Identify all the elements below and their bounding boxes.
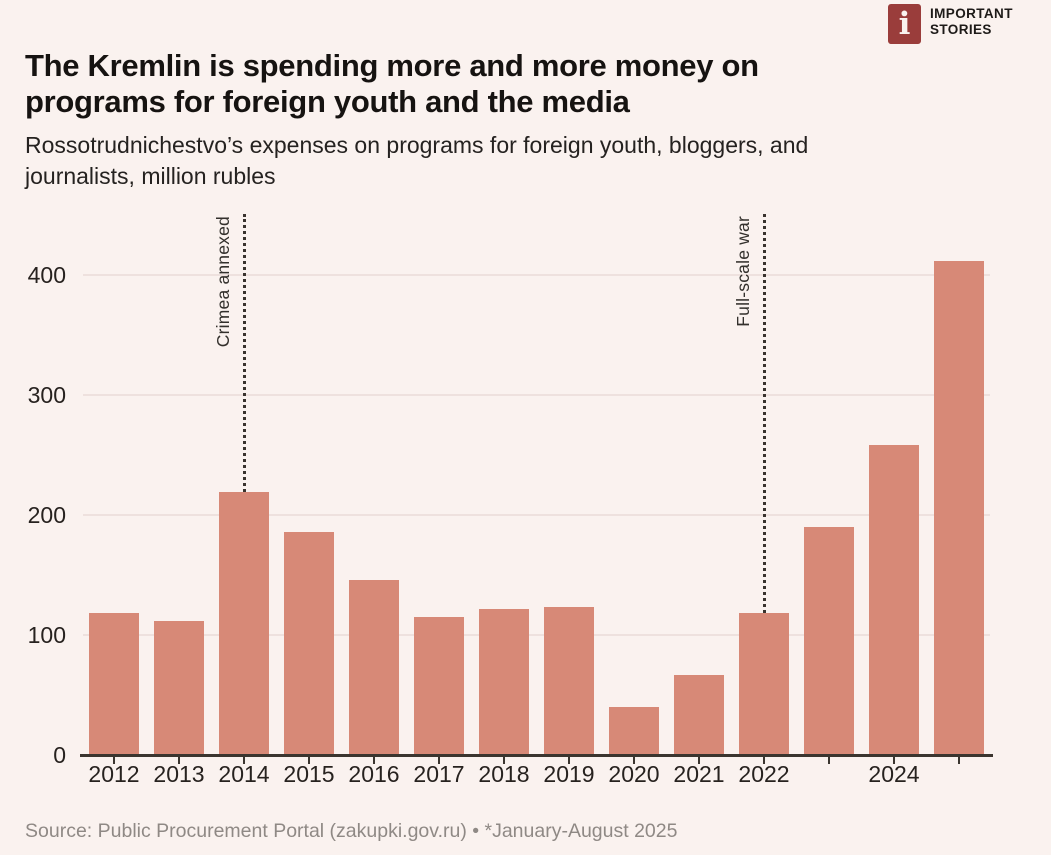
x-tick-2020 — [633, 756, 635, 764]
y-tick-label-400: 400 — [27, 262, 66, 288]
x-tick-label-2017: 2017 — [413, 761, 465, 787]
x-tick-2017 — [438, 756, 440, 764]
x-tick-label-2022: 2022 — [738, 761, 790, 787]
x-tick-2023 — [828, 756, 830, 764]
gridline-400 — [83, 274, 990, 276]
bar-2021 — [674, 674, 724, 755]
chart-title-line-1: The Kremlin is spending more and more mo… — [25, 48, 759, 83]
bar-2018 — [479, 608, 529, 755]
chart-title-line-2: programs for foreign youth and the media — [25, 84, 630, 119]
bar-2017 — [414, 617, 464, 755]
bar-2015 — [284, 531, 334, 755]
bar-2019 — [544, 607, 594, 755]
chart-subtitle: Rossotrudnichestvo’s expenses on program… — [25, 130, 808, 192]
x-tick-2014 — [243, 756, 245, 764]
bar-2014 — [219, 492, 269, 755]
bar-2012 — [89, 613, 139, 755]
x-tick-label-2015: 2015 — [283, 761, 335, 787]
chart-subtitle-line-2: journalists, million rubles — [25, 163, 276, 189]
logo-wordmark: IMPORTANT STORIES — [930, 4, 1013, 38]
chart-title: The Kremlin is spending more and more mo… — [25, 48, 759, 120]
gridline-100 — [83, 634, 990, 636]
annotation-line-2022 — [762, 214, 766, 614]
x-tick-label-2019: 2019 — [543, 761, 595, 787]
x-tick-2013 — [178, 756, 180, 764]
bar-2013 — [154, 620, 204, 755]
x-tick-2015 — [308, 756, 310, 764]
x-tick-2025 — [958, 756, 960, 764]
annotation-label-2022: Full-scale war — [733, 216, 753, 327]
y-tick-label-200: 200 — [27, 502, 66, 528]
x-tick-2016 — [373, 756, 375, 764]
gridline-200 — [83, 514, 990, 516]
important-stories-icon: i — [888, 4, 921, 44]
bar-2022 — [739, 613, 789, 755]
x-tick-label-2012: 2012 — [88, 761, 140, 787]
important-stories-logo: i IMPORTANT STORIES — [888, 4, 1013, 44]
chart-subtitle-line-1: Rossotrudnichestvo’s expenses on program… — [25, 132, 809, 158]
logo-i-glyph: i — [898, 5, 911, 42]
y-tick-label-300: 300 — [27, 382, 66, 408]
x-tick-2022 — [763, 756, 765, 764]
x-tick-2018 — [503, 756, 505, 764]
source-note: Source: Public Procurement Portal (zakup… — [25, 820, 678, 842]
x-tick-label-2014: 2014 — [218, 761, 270, 787]
logo-line-1: IMPORTANT — [930, 6, 1013, 21]
x-tick-label-2013: 2013 — [153, 761, 205, 787]
annotation-label-2014: Crimea annexed — [213, 216, 233, 348]
x-tick-2012 — [113, 756, 115, 764]
y-tick-label-100: 100 — [27, 622, 66, 648]
x-tick-label-2018: 2018 — [478, 761, 530, 787]
x-tick-2019 — [568, 756, 570, 764]
bar-2023 — [804, 527, 854, 755]
bar-2016 — [349, 579, 399, 755]
x-tick-label-2016: 2016 — [348, 761, 400, 787]
bar-2025 — [934, 260, 984, 755]
logo-line-2: STORIES — [930, 22, 992, 37]
bar-2024 — [869, 445, 919, 755]
x-tick-label-2021: 2021 — [673, 761, 725, 787]
y-tick-label-0: 0 — [53, 742, 66, 768]
annotation-line-2014 — [242, 214, 246, 493]
gridline-300 — [83, 394, 990, 396]
x-tick-label-2024: 2024 — [868, 761, 920, 787]
x-tick-2021 — [698, 756, 700, 764]
x-tick-label-2020: 2020 — [608, 761, 660, 787]
x-axis-line — [80, 754, 993, 757]
x-tick-2024 — [893, 756, 895, 764]
bar-2020 — [609, 707, 659, 755]
